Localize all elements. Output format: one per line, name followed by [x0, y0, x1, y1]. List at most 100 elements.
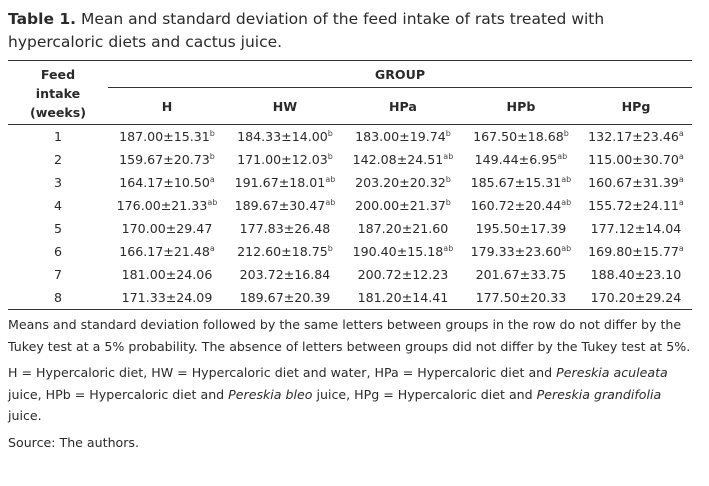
value-cell: 169.80±15.77a	[580, 240, 692, 263]
significance-letter: a	[209, 175, 215, 184]
mean-sd: 195.50±17.39	[475, 221, 567, 236]
mean-sd: 160.67±31.39	[588, 175, 679, 190]
significance-letter: ab	[207, 198, 218, 207]
mean-sd: 164.17±10.50	[119, 175, 210, 190]
mean-sd: 201.67±33.75	[475, 267, 567, 282]
significance-letter: a	[678, 175, 684, 184]
mean-sd: 187.00±15.31	[119, 129, 210, 144]
significance-letter: a	[678, 129, 684, 138]
value-cell: 155.72±24.11a	[580, 194, 692, 217]
significance-letter: a	[209, 244, 215, 253]
value-cell: 159.67±20.73b	[108, 148, 226, 171]
column-header-hw: HW	[225, 87, 344, 125]
value-cell: 195.50±17.39	[462, 217, 580, 240]
significance-letter: ab	[561, 198, 572, 207]
significance-letter: b	[445, 129, 451, 138]
table-row: 6 166.17±21.48a 212.60±18.75b 190.40±15.18a…	[8, 240, 692, 263]
species-name: Pereskia grandifolia	[536, 386, 662, 402]
value-cell: 201.67±33.75	[462, 263, 580, 286]
abbrev-text: juice, HPb = Hypercaloric diet and	[8, 386, 229, 402]
mean-sd: 177.83±26.48	[239, 221, 331, 236]
table-row: 3 164.17±10.50a 191.67±18.01ab 203.20±20.32…	[8, 171, 692, 194]
row-header-line: (weeks)	[29, 105, 87, 120]
significance-letter: a	[678, 152, 684, 161]
significance-letter: b	[327, 244, 333, 253]
value-cell: 188.40±23.10	[580, 263, 692, 286]
abbrev-text: H = Hypercaloric diet, HW = Hypercaloric…	[8, 365, 557, 380]
week-cell: 2	[53, 152, 62, 167]
value-cell: 181.00±24.06	[108, 263, 226, 286]
week-cell: 8	[8, 286, 108, 310]
source-note: Source: The authors.	[8, 434, 139, 450]
species-name: Pereskia aculeata	[556, 365, 668, 380]
value-cell: 170.00±29.47	[108, 217, 226, 240]
value-cell: 171.33±24.09	[108, 286, 226, 310]
mean-sd: 176.00±21.33	[116, 198, 208, 213]
column-header-hpb: HPb	[461, 87, 580, 125]
column-header-h: H	[108, 87, 226, 125]
table-row: 1 187.00±15.31b 184.33±14.00b 183.00±19.74b…	[8, 125, 692, 149]
mean-sd: 185.67±15.31	[470, 175, 562, 190]
caption-text: Mean and standard deviation of the feed …	[8, 10, 605, 51]
mean-sd: 181.20±14.41	[357, 290, 449, 305]
week-cell: 6	[53, 244, 62, 259]
table-row: 2 159.67±20.73b 171.00±12.03b 142.08±24.51a…	[8, 148, 692, 171]
value-cell: 166.17±21.48a	[108, 240, 226, 263]
significance-letter: a	[678, 244, 684, 253]
mean-sd: 142.08±24.51	[352, 152, 444, 167]
mean-sd: 159.67±20.73	[119, 152, 210, 167]
mean-sd: 189.67±30.47	[234, 198, 326, 213]
week-cell: 5	[53, 221, 62, 236]
row-header: Feed intake (weeks)	[8, 60, 108, 125]
value-cell: 171.00±12.03b	[226, 148, 344, 171]
value-cell: 177.83±26.48	[226, 217, 344, 240]
significance-letter: b	[327, 152, 333, 161]
value-cell: 179.33±23.60ab	[462, 240, 580, 263]
mean-sd: 132.17±23.46	[588, 129, 679, 144]
column-header-hpg: HPg	[579, 87, 692, 125]
abbrev-text: juice.	[8, 408, 42, 423]
mean-sd: 191.67±18.01	[234, 175, 326, 190]
significance-letter: a	[678, 198, 684, 207]
significance-letter: b	[445, 175, 451, 184]
value-cell: 187.00±15.31b	[108, 125, 226, 149]
mean-sd: 171.33±24.09	[121, 290, 213, 305]
value-cell: 200.72±12.23	[344, 263, 462, 286]
mean-sd: 171.00±12.03	[237, 152, 328, 167]
value-cell: 191.67±18.01ab	[226, 171, 344, 194]
stats-note: Means and standard deviation followed by…	[8, 317, 691, 354]
value-cell: 142.08±24.51ab	[344, 148, 462, 171]
value-cell: 181.20±14.41	[343, 286, 462, 310]
table-notes: Means and standard deviation followed by…	[8, 314, 698, 453]
abbrev-text: juice, HPg = Hypercaloric diet and	[312, 386, 537, 402]
value-cell: 187.20±21.60	[344, 217, 462, 240]
value-cell: 185.67±15.31ab	[462, 171, 580, 194]
table-row: 8 171.33±24.09 189.67±20.39 181.20±14.41 177…	[8, 286, 692, 310]
significance-letter: ab	[561, 244, 572, 253]
mean-sd: 189.67±20.39	[239, 290, 331, 305]
mean-sd: 181.00±24.06	[121, 267, 213, 282]
week-cell: 3	[53, 175, 62, 190]
value-cell: 164.17±10.50a	[108, 171, 226, 194]
week-cell: 1	[53, 129, 62, 144]
value-cell: 212.60±18.75b	[226, 240, 344, 263]
value-cell: 176.00±21.33ab	[108, 194, 226, 217]
value-cell: 190.40±15.18ab	[344, 240, 462, 263]
species-name: Pereskia bleo	[228, 386, 313, 402]
mean-sd: 169.80±15.77	[588, 244, 679, 259]
significance-letter: ab	[325, 175, 336, 184]
mean-sd: 177.12±14.04	[590, 221, 682, 236]
group-header: GROUP	[108, 60, 692, 88]
table-caption: Table 1. Mean and standard deviation of …	[8, 8, 698, 54]
caption-label: Table 1.	[8, 10, 77, 28]
value-cell: 203.72±16.84	[226, 263, 344, 286]
abbreviations-note: H = Hypercaloric diet, HW = Hypercaloric…	[8, 362, 698, 427]
mean-sd: 188.40±23.10	[590, 267, 682, 282]
mean-sd: 160.72±20.44	[470, 198, 562, 213]
mean-sd: 183.00±19.74	[355, 129, 446, 144]
row-header-line: Feed	[40, 67, 76, 82]
value-cell: 184.33±14.00b	[226, 125, 344, 149]
value-cell: 203.20±20.32b	[344, 171, 462, 194]
table-row: 7 181.00±24.06 203.72±16.84 200.72±12.23 201…	[8, 263, 692, 286]
mean-sd: 149.44±6.95	[474, 152, 558, 167]
